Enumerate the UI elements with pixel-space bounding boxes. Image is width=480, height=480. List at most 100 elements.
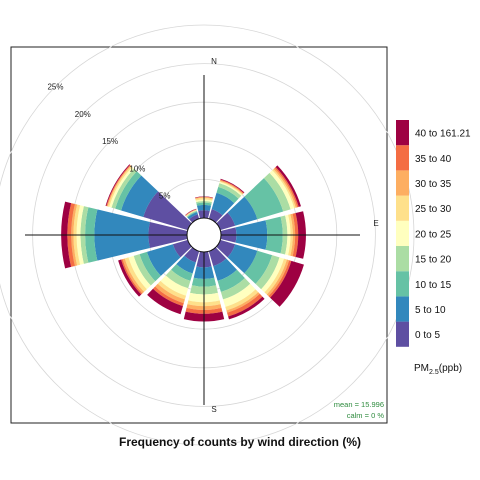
legend-swatch-6 <box>396 170 409 196</box>
legend-swatch-5 <box>396 195 409 221</box>
legend-title: PM2.5(ppb) <box>414 363 462 376</box>
bar-segment-240-6 <box>122 258 145 294</box>
bar-segment-90-5 <box>288 214 293 256</box>
legend-label-2: 10 to 15 <box>415 280 452 291</box>
bar-segment-60-8 <box>275 165 301 207</box>
ring-label-2: 15% <box>102 137 118 146</box>
bar-segment-120-0 <box>216 239 236 258</box>
calm-stat: calm = 0 % <box>347 411 385 420</box>
bar-segment-120-3 <box>255 255 280 290</box>
bar-segment-330-3 <box>186 210 197 218</box>
bar-segment-330-8 <box>185 208 197 216</box>
compass-south: S <box>211 405 216 414</box>
bar-segment-240-4 <box>128 255 151 290</box>
bar-segment-120-1 <box>227 244 258 274</box>
bar-segment-240-3 <box>133 254 156 286</box>
ring-label-0: 5% <box>159 192 171 201</box>
bar-segment-270-5 <box>73 204 81 266</box>
wind-bars <box>61 164 306 322</box>
bar-segment-210-1 <box>176 255 196 274</box>
bar-segment-60-4 <box>269 170 295 210</box>
bar-segment-240-8 <box>118 259 142 297</box>
ring-label-4: 25% <box>47 83 63 92</box>
compass-east: E <box>373 219 378 228</box>
bar-segment-150-8 <box>228 296 265 320</box>
bar-segment-0-6 <box>195 197 213 199</box>
bar-segment-30-5 <box>219 180 243 195</box>
bar-segment-30-0 <box>208 209 223 223</box>
bar-segment-30-1 <box>211 192 235 216</box>
legend-label-5: 25 to 30 <box>415 204 452 215</box>
bar-segment-300-3 <box>111 168 137 209</box>
bar-segment-30-3 <box>218 183 242 199</box>
legend-label-1: 5 to 10 <box>415 305 446 316</box>
bar-segment-120-7 <box>268 260 292 298</box>
bar-segment-300-1 <box>121 175 159 218</box>
legend-swatch-0 <box>396 321 409 347</box>
bar-segment-60-7 <box>274 166 299 208</box>
bar-segment-210-0 <box>184 247 200 263</box>
legend-swatch-4 <box>396 220 409 246</box>
bar-segment-150-5 <box>225 289 259 311</box>
bar-segment-120-2 <box>244 250 273 284</box>
bar-segment-60-0 <box>216 212 236 231</box>
bar-segment-240-7 <box>121 259 143 295</box>
legend-swatch-2 <box>396 271 409 297</box>
bar-segment-120-5 <box>264 258 287 295</box>
bar-segment-90-6 <box>290 213 296 257</box>
bar-segment-60-6 <box>273 168 298 208</box>
compass-axes <box>25 75 360 405</box>
bar-segment-210-4 <box>160 275 189 296</box>
bar-segment-30-8 <box>220 178 245 193</box>
bar-segment-330-0 <box>189 214 200 223</box>
compass-north: N <box>211 57 217 66</box>
bar-segment-30-4 <box>219 181 243 196</box>
legend-title-main: PM <box>414 363 429 374</box>
bar-segment-210-5 <box>157 280 187 300</box>
mean-stat: mean = 15.996 <box>334 400 384 409</box>
legend-swatch-7 <box>396 145 409 171</box>
bar-segment-0-7 <box>195 196 213 199</box>
legend-label-8: 40 to 161.21 <box>415 129 471 140</box>
bar-segment-150-3 <box>220 278 251 300</box>
legend: 0 to 5 5 to 10 10 to 15 15 to 20 20 to 25 25 … <box>396 120 471 347</box>
bar-segment-120-8 <box>270 260 304 307</box>
bar-segment-330-4 <box>186 210 197 217</box>
bar-segment-150-7 <box>227 293 263 317</box>
bar-segment-210-3 <box>165 269 191 289</box>
legend-title-sub: 2.5 <box>429 369 439 376</box>
bar-segment-300-0 <box>143 191 192 231</box>
bar-segment-150-1 <box>213 258 237 281</box>
bar-segment-300-5 <box>107 165 133 207</box>
bar-segment-300-2 <box>115 171 142 211</box>
bar-segment-330-7 <box>185 209 197 216</box>
bar-segment-150-2 <box>217 269 245 293</box>
bar-segment-150-6 <box>226 292 260 313</box>
ring-label-3: 20% <box>75 110 91 119</box>
legend-title-unit: (ppb) <box>439 363 462 374</box>
bar-segment-330-2 <box>186 211 198 218</box>
calm-circle <box>186 217 222 253</box>
legend-swatch-1 <box>396 296 409 322</box>
bar-segment-120-6 <box>266 259 290 297</box>
bar-segment-60-1 <box>227 196 258 226</box>
legend-label-6: 30 to 35 <box>415 179 452 190</box>
bar-segment-210-7 <box>152 286 184 307</box>
bar-segment-210-2 <box>171 264 193 281</box>
bar-segment-240-5 <box>124 257 147 292</box>
chart-title: Frequency of counts by wind direction (%… <box>119 435 361 449</box>
bar-segment-270-6 <box>71 203 78 267</box>
bar-segment-300-4 <box>109 166 134 208</box>
ring-labels: 5% 10% 15% 20% 25% <box>47 83 170 201</box>
bar-segment-120-4 <box>261 257 284 293</box>
bar-segment-210-8 <box>147 288 183 315</box>
bar-segment-240-2 <box>139 251 161 282</box>
legend-swatch-8 <box>396 120 409 146</box>
legend-label-7: 35 to 40 <box>415 154 452 165</box>
legend-swatch-3 <box>396 246 409 272</box>
bar-segment-240-1 <box>146 244 181 276</box>
bar-segment-30-6 <box>220 180 244 195</box>
ring-label-1: 10% <box>129 164 145 173</box>
legend-label-4: 20 to 25 <box>415 229 452 240</box>
